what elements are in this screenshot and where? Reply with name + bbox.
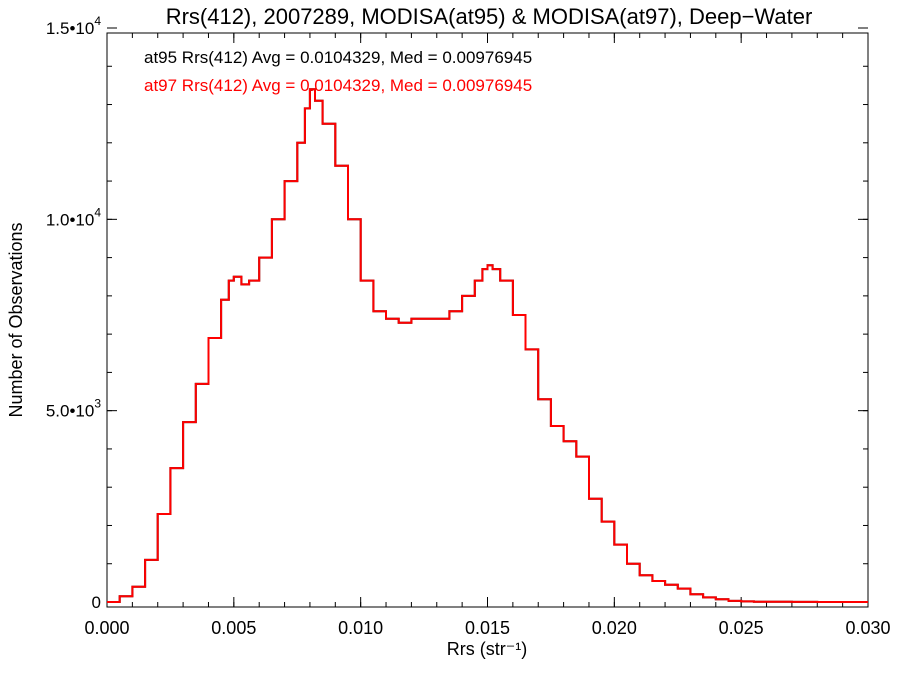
x-tick-label: 0.015 [465,618,510,638]
x-tick-label: 0.000 [84,618,129,638]
chart-title: Rrs(412), 2007289, MODISA(at95) & MODISA… [166,4,813,29]
y-tick-label: 0 [92,593,101,612]
x-axis-label: Rrs (str⁻¹) [447,639,527,659]
y-tick-label: 1.5•104 [46,14,102,38]
x-tick-label: 0.010 [338,618,383,638]
x-tick-label: 0.005 [211,618,256,638]
annotation-at97: at97 Rrs(412) Avg = 0.0104329, Med = 0.0… [144,76,532,95]
x-tick-label: 0.020 [592,618,637,638]
y-axis-label-group: Number of Observations [6,222,26,417]
y-tick-label: 5.0•103 [46,397,102,421]
series-line-1 [107,88,868,603]
x-tick-label: 0.030 [845,618,890,638]
y-tick-label: 1.0•104 [46,205,102,229]
plot-layer: 0.000 0.005 0.010 0.015 0.020 0.025 0.030 0 5.0•… [46,14,891,638]
y-axis-label: Number of Observations [6,222,26,417]
x-tick-label: 0.025 [719,618,764,638]
series-line-0 [107,88,868,603]
annotation-at95: at95 Rrs(412) Avg = 0.0104329, Med = 0.0… [144,48,532,67]
